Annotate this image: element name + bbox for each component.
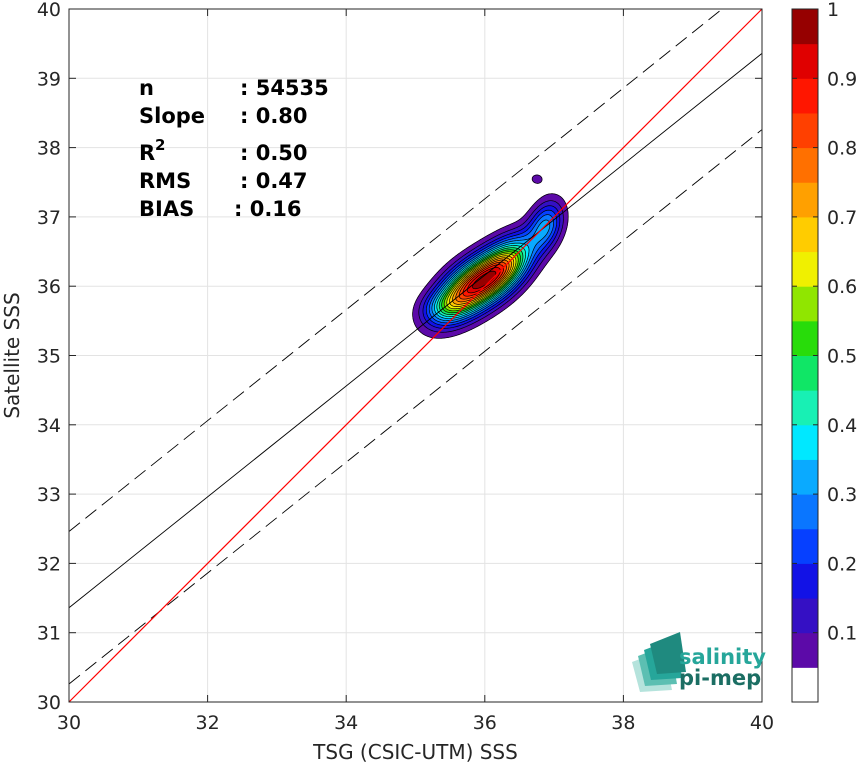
colorbar-segment <box>792 182 818 218</box>
contour-line-level-3 <box>422 205 561 329</box>
colorbar-segment <box>792 286 818 322</box>
colorbar-tick-label: 0.4 <box>827 415 857 437</box>
x-tick-label: 40 <box>750 712 774 734</box>
logo-icon <box>632 632 686 692</box>
x-tick-label: 32 <box>196 712 220 734</box>
stat-bias-value: : 0.16 <box>234 197 302 221</box>
colorbar-segment <box>792 528 818 564</box>
colorbar-tick-label: 0.7 <box>827 207 857 229</box>
contour-line-level-16 <box>458 261 507 300</box>
colorbar-segment <box>792 9 818 45</box>
colorbar-segment <box>792 355 818 391</box>
y-axis-ticks: 30 31 32 33 34 35 36 37 38 39 40 <box>37 0 762 714</box>
x-tick-label: 30 <box>57 712 81 734</box>
y-tick-label: 34 <box>37 415 61 437</box>
x-tick-label: 34 <box>334 712 358 734</box>
colorbar-tick-label: 0.8 <box>827 138 857 160</box>
contour-line-level-5 <box>428 214 554 324</box>
colorbar-tick-label: 0.9 <box>827 68 857 90</box>
colorbar-segment <box>792 251 818 287</box>
stat-bias-label: BIAS <box>139 197 194 221</box>
lower-dashed-line <box>68 129 763 685</box>
y-tick-label: 35 <box>37 346 61 368</box>
contour-line-level-11 <box>443 251 519 312</box>
logo-text-salinity: salinity <box>679 645 766 669</box>
x-axis-ticks: 30 32 34 36 38 40 <box>57 9 774 734</box>
colorbar-segment <box>792 320 818 356</box>
stat-slope-value: : 0.80 <box>240 104 308 128</box>
y-tick-label: 38 <box>37 138 61 160</box>
stat-n-value: : 54535 <box>240 76 329 100</box>
colorbar-segment <box>792 43 818 79</box>
colorbar-segment <box>792 459 818 495</box>
colorbar-segment <box>792 112 818 149</box>
colorbar-segment <box>792 216 818 253</box>
contour-line-level-7 <box>434 242 530 319</box>
colorbar-segment <box>792 667 818 703</box>
regression-line <box>68 53 763 609</box>
contour-line-level-17 <box>462 264 505 297</box>
y-tick-label: 37 <box>37 207 61 229</box>
y-tick-label: 39 <box>37 68 61 90</box>
colorbar-segment <box>792 563 818 599</box>
x-axis-label: TSG (CSIC-UTM) SSS <box>312 740 518 764</box>
reference-lines <box>68 8 763 703</box>
contour-line-level-4 <box>425 209 558 326</box>
contour-line-level-10 <box>441 249 521 314</box>
y-tick-label: 40 <box>37 0 61 21</box>
upper-dashed-line <box>68 8 723 532</box>
colorbar-tick-label: 0.3 <box>827 484 857 506</box>
x-tick-label: 36 <box>473 712 497 734</box>
colorbar-segment <box>792 424 818 460</box>
colorbar-segment <box>792 390 818 426</box>
identity-line <box>68 8 763 703</box>
stat-rms-label: RMS <box>139 169 191 193</box>
colorbar-segment <box>792 632 818 668</box>
colorbar-segment <box>792 598 818 634</box>
y-tick-label: 33 <box>37 484 61 506</box>
stat-slope-label: Slope <box>139 104 205 128</box>
y-tick-label: 30 <box>37 692 61 714</box>
stat-rms-value: : 0.47 <box>240 169 308 193</box>
statistics-annotation: n : 54535 Slope : 0.80 R 2 : 0.50 RMS : … <box>139 76 329 221</box>
x-tick-label: 38 <box>611 712 635 734</box>
colorbar-tick-label: 1 <box>827 0 839 21</box>
contour-line-level-9 <box>438 247 524 316</box>
y-tick-label: 31 <box>37 623 61 645</box>
y-tick-label: 32 <box>37 553 61 575</box>
colorbar-tick-label: 0.5 <box>827 346 857 368</box>
colorbar-segment <box>792 494 818 530</box>
colorbar-tick-label: 0.6 <box>827 276 857 298</box>
stat-n-label: n <box>139 76 154 100</box>
contour-line-level-12 <box>446 253 517 310</box>
logo-text-pi-mep: pi-mep <box>679 666 761 690</box>
contour-line-level-6 <box>431 219 551 321</box>
colorbar-tick-label: 0.1 <box>827 623 857 645</box>
y-axis-label: Satellite SSS <box>0 292 24 418</box>
contour-line-level-14 <box>452 257 512 305</box>
stat-r2-label: R <box>139 141 155 165</box>
stat-r2-superscript: 2 <box>155 136 165 154</box>
colorbar-segment <box>792 147 818 183</box>
salinity-pi-mep-logo: salinity pi-mep <box>632 632 766 692</box>
stat-r2-value: : 0.50 <box>240 141 308 165</box>
y-tick-label: 36 <box>37 276 61 298</box>
colorbar-ticks: 0.1 0.2 0.3 0.4 0.5 0.6 0.7 0.8 0.9 1 <box>792 0 857 645</box>
colorbar-tick-label: 0.2 <box>827 553 857 575</box>
contour-line-level-15 <box>455 259 510 303</box>
colorbar-segment <box>792 78 818 114</box>
